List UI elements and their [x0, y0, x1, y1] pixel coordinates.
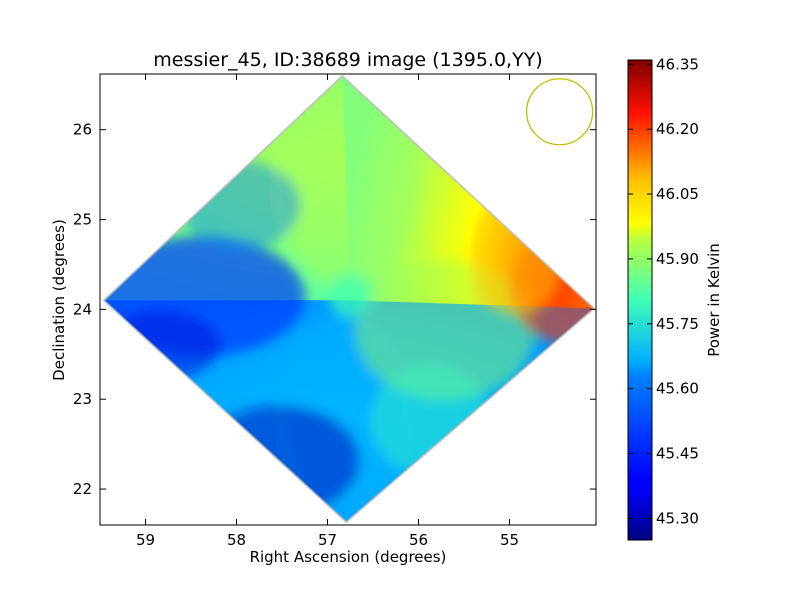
colorbar-tick-label: 45.90 [656, 250, 699, 268]
cold-left [104, 310, 221, 381]
plot-frame [99, 73, 597, 526]
colorbar-tick-label: 45.75 [656, 315, 699, 333]
chart-title: messier_45, ID:38689 image (1395.0,YY) [153, 49, 542, 71]
x-tick-label: 55 [500, 531, 519, 549]
colorbar-tick-label: 46.20 [656, 120, 699, 138]
colorbar-tick-label: 45.60 [656, 380, 699, 398]
x-axis-label: Right Ascension (degrees) [250, 548, 447, 566]
y-tick-label: 24 [73, 300, 92, 318]
colorbar [627, 59, 653, 541]
top-lobe-core [278, 77, 419, 288]
colorbar-tick-label: 46.05 [656, 185, 699, 203]
x-tick-label: 57 [318, 531, 337, 549]
y-tick-label: 23 [73, 390, 92, 408]
upper-left-shoulder [180, 160, 301, 251]
y-tick-label: 22 [73, 480, 92, 498]
y-tick-label: 26 [73, 121, 92, 139]
y-tick-label: 25 [73, 211, 92, 229]
heatmap-lobes [104, 76, 594, 522]
heatmap-field [102, 74, 596, 524]
heatmap-blend [104, 77, 594, 516]
diamond-edge [102, 74, 596, 524]
y-axis-ticks: 22 23 24 25 26 [73, 121, 596, 498]
x-tick-label: 58 [227, 531, 246, 549]
colorbar-ticks: 45.30 45.45 45.60 45.75 45.90 46.05 46.20 46.35 [628, 55, 699, 527]
x-tick-label: 56 [409, 531, 428, 549]
beam-circle [525, 78, 594, 146]
colorbar-label: Power in Kelvin [705, 243, 723, 357]
colorbar-tick-label: 45.45 [656, 445, 699, 463]
colorbar-tick-label: 46.35 [656, 55, 699, 73]
lower-right-shoulder [370, 365, 491, 476]
x-axis-ticks: 59 58 57 56 55 [136, 74, 519, 549]
y-axis-label: Declination (degrees) [50, 219, 68, 381]
center-node [328, 273, 373, 318]
warm-edge [470, 205, 561, 316]
colorbar-tick-label: 45.30 [656, 509, 699, 527]
x-tick-label: 59 [136, 531, 155, 549]
